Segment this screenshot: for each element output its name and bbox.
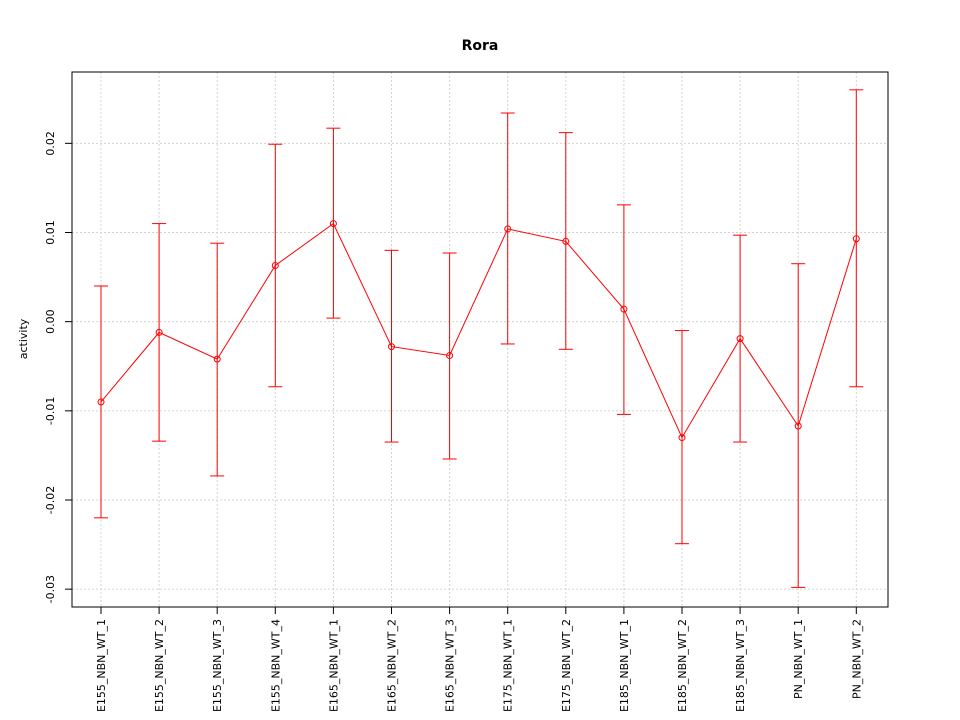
x-tick-label: E155_NBN_WT_4	[269, 619, 282, 712]
y-axis: -0.03 -0.02 -0.01 0.00 0.01 0.02	[44, 131, 72, 603]
y-tick-label: -0.01	[44, 397, 57, 425]
x-tick-label: E185_NBN_WT_1	[618, 619, 631, 712]
x-tick-label: E185_NBN_WT_3	[734, 619, 747, 712]
x-tick-label: E175_NBN_WT_1	[502, 619, 515, 712]
y-tick-label: 0.02	[44, 131, 57, 156]
x-tick-label: E155_NBN_WT_1	[95, 619, 108, 712]
x-tick-label: PN_NBN_WT_2	[850, 619, 863, 699]
y-axis-label: activity	[17, 318, 30, 359]
data-point	[620, 305, 628, 313]
data-point	[97, 398, 105, 406]
y-tick-label: 0.00	[44, 309, 57, 334]
x-tick-label: E175_NBN_WT_2	[560, 619, 573, 712]
data-point	[504, 225, 512, 233]
plot-frame	[71, 71, 889, 608]
data-point	[155, 328, 163, 336]
data-point	[562, 237, 570, 245]
data-point	[213, 355, 221, 363]
y-tick-label: -0.02	[44, 486, 57, 514]
data-point	[329, 220, 337, 228]
x-tick-label: E155_NBN_WT_3	[211, 619, 224, 712]
series-line	[100, 222, 857, 439]
series-layer	[94, 89, 864, 588]
data-point	[678, 434, 686, 442]
x-tick-label: E185_NBN_WT_2	[676, 619, 689, 712]
grid	[72, 72, 888, 607]
data-point	[736, 335, 744, 343]
data-point	[794, 422, 802, 430]
y-tick-label: 0.01	[44, 220, 57, 245]
x-tick-label: E165_NBN_WT_1	[327, 619, 340, 712]
chart-title: Rora	[462, 38, 499, 54]
x-axis: E155_NBN_WT_1 E155_NBN_WT_2 E155_NBN_WT_3 E…	[95, 607, 863, 712]
x-tick-label: E155_NBN_WT_2	[153, 619, 166, 712]
data-point	[271, 261, 279, 269]
data-point	[388, 343, 395, 351]
x-tick-label: E165_NBN_WT_3	[444, 619, 457, 712]
data-point	[446, 352, 454, 360]
x-tick-label: PN_NBN_WT_1	[792, 619, 805, 699]
x-tick-label: E165_NBN_WT_2	[386, 619, 399, 712]
data-point	[852, 235, 860, 243]
y-tick-label: -0.03	[44, 575, 57, 603]
